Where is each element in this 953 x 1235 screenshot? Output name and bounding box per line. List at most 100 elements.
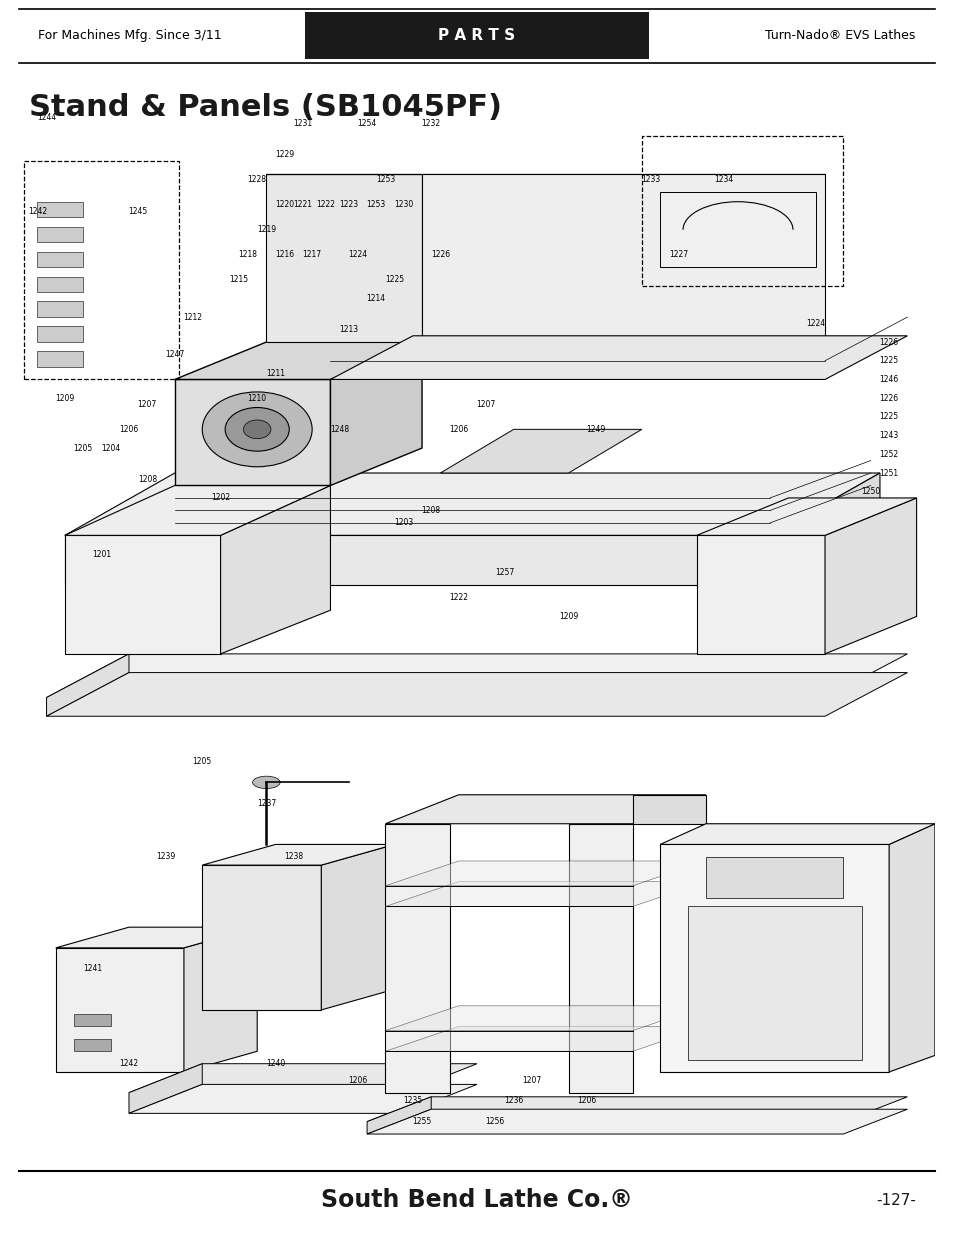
Polygon shape bbox=[65, 536, 769, 585]
Polygon shape bbox=[824, 498, 916, 653]
Bar bbox=[37, 301, 83, 317]
Circle shape bbox=[253, 776, 280, 789]
Text: 1206: 1206 bbox=[119, 425, 138, 433]
Text: 1248: 1248 bbox=[330, 425, 349, 433]
Polygon shape bbox=[55, 927, 257, 948]
Text: -127-: -127- bbox=[875, 1193, 915, 1208]
Text: 1227: 1227 bbox=[668, 251, 687, 259]
Text: 1226: 1226 bbox=[879, 394, 898, 403]
Text: 1209: 1209 bbox=[558, 613, 578, 621]
Text: 1255: 1255 bbox=[412, 1118, 431, 1126]
Text: 1238: 1238 bbox=[284, 852, 303, 861]
Polygon shape bbox=[129, 1063, 476, 1093]
Text: Turn-Nado® EVS Lathes: Turn-Nado® EVS Lathes bbox=[764, 30, 915, 42]
Text: 1229: 1229 bbox=[274, 151, 294, 159]
Text: 1221: 1221 bbox=[294, 200, 313, 209]
Text: 1237: 1237 bbox=[256, 799, 275, 808]
Text: 1226: 1226 bbox=[879, 337, 898, 347]
Polygon shape bbox=[65, 473, 879, 536]
Text: 1206: 1206 bbox=[449, 425, 468, 433]
Text: 1224: 1224 bbox=[805, 319, 824, 327]
Polygon shape bbox=[385, 795, 705, 824]
Bar bbox=[37, 201, 83, 217]
Circle shape bbox=[202, 391, 312, 467]
Text: 1226: 1226 bbox=[431, 251, 450, 259]
Text: 1206: 1206 bbox=[348, 1076, 367, 1084]
Text: 1244: 1244 bbox=[37, 114, 56, 122]
Text: 1206: 1206 bbox=[577, 1097, 596, 1105]
Text: 1222: 1222 bbox=[449, 593, 468, 603]
Text: 1245: 1245 bbox=[129, 206, 148, 216]
Polygon shape bbox=[321, 845, 395, 1010]
Polygon shape bbox=[65, 536, 220, 653]
Text: 1246: 1246 bbox=[879, 375, 898, 384]
Polygon shape bbox=[184, 927, 257, 1072]
Text: 1213: 1213 bbox=[339, 325, 358, 333]
Polygon shape bbox=[696, 498, 916, 536]
Text: 1233: 1233 bbox=[640, 175, 659, 184]
Polygon shape bbox=[659, 824, 934, 845]
Text: 1253: 1253 bbox=[366, 200, 385, 209]
Polygon shape bbox=[385, 882, 705, 906]
Text: 1253: 1253 bbox=[375, 175, 395, 184]
Text: 1212: 1212 bbox=[183, 312, 202, 321]
Polygon shape bbox=[385, 861, 705, 885]
Polygon shape bbox=[47, 653, 906, 698]
Text: 1230: 1230 bbox=[394, 200, 413, 209]
Text: 1228: 1228 bbox=[248, 175, 267, 184]
Text: 1257: 1257 bbox=[495, 568, 514, 577]
Text: 1205: 1205 bbox=[193, 757, 212, 766]
Text: 1223: 1223 bbox=[339, 200, 358, 209]
Polygon shape bbox=[330, 342, 421, 485]
Text: 1207: 1207 bbox=[476, 400, 496, 409]
Text: 1247: 1247 bbox=[165, 350, 184, 359]
Polygon shape bbox=[47, 653, 129, 716]
Bar bbox=[705, 857, 842, 898]
Text: For Machines Mfg. Since 3/11: For Machines Mfg. Since 3/11 bbox=[38, 30, 221, 42]
Text: 1225: 1225 bbox=[879, 356, 898, 366]
Text: 1202: 1202 bbox=[211, 494, 230, 503]
Text: 1204: 1204 bbox=[101, 443, 120, 452]
Bar bbox=[74, 1039, 111, 1051]
Text: 1251: 1251 bbox=[879, 468, 898, 478]
Text: 1239: 1239 bbox=[156, 852, 175, 861]
Polygon shape bbox=[659, 193, 815, 267]
Text: 1217: 1217 bbox=[302, 251, 321, 259]
Polygon shape bbox=[769, 473, 879, 585]
Text: 1207: 1207 bbox=[522, 1076, 541, 1084]
Polygon shape bbox=[220, 485, 330, 653]
Text: South Bend Lathe Co.®: South Bend Lathe Co.® bbox=[321, 1188, 632, 1213]
Text: 1252: 1252 bbox=[879, 450, 898, 458]
Text: 1201: 1201 bbox=[91, 550, 111, 558]
Text: 1208: 1208 bbox=[137, 474, 156, 484]
Text: 1205: 1205 bbox=[73, 443, 92, 452]
Text: 1225: 1225 bbox=[385, 275, 404, 284]
Polygon shape bbox=[330, 336, 906, 379]
Text: 1231: 1231 bbox=[294, 120, 313, 128]
Text: 1220: 1220 bbox=[274, 200, 294, 209]
Text: 1249: 1249 bbox=[586, 425, 605, 433]
Polygon shape bbox=[55, 948, 184, 1072]
Polygon shape bbox=[568, 824, 632, 1093]
Text: 1243: 1243 bbox=[879, 431, 898, 440]
Text: 1218: 1218 bbox=[238, 251, 257, 259]
Text: 1225: 1225 bbox=[879, 412, 898, 421]
Bar bbox=[305, 12, 648, 59]
Polygon shape bbox=[367, 1097, 906, 1121]
Bar bbox=[74, 1014, 111, 1026]
Bar bbox=[37, 227, 83, 242]
Polygon shape bbox=[421, 174, 824, 342]
Polygon shape bbox=[659, 845, 888, 1072]
Text: 1203: 1203 bbox=[394, 519, 413, 527]
Text: 1207: 1207 bbox=[137, 400, 156, 409]
Text: 1234: 1234 bbox=[714, 175, 733, 184]
Text: 1235: 1235 bbox=[403, 1097, 422, 1105]
Text: 1224: 1224 bbox=[348, 251, 367, 259]
Text: 1236: 1236 bbox=[503, 1097, 522, 1105]
Polygon shape bbox=[129, 1084, 476, 1114]
Text: 1208: 1208 bbox=[421, 506, 440, 515]
Polygon shape bbox=[174, 342, 421, 379]
Polygon shape bbox=[202, 845, 395, 864]
Polygon shape bbox=[266, 174, 421, 342]
Text: 1210: 1210 bbox=[248, 394, 267, 403]
